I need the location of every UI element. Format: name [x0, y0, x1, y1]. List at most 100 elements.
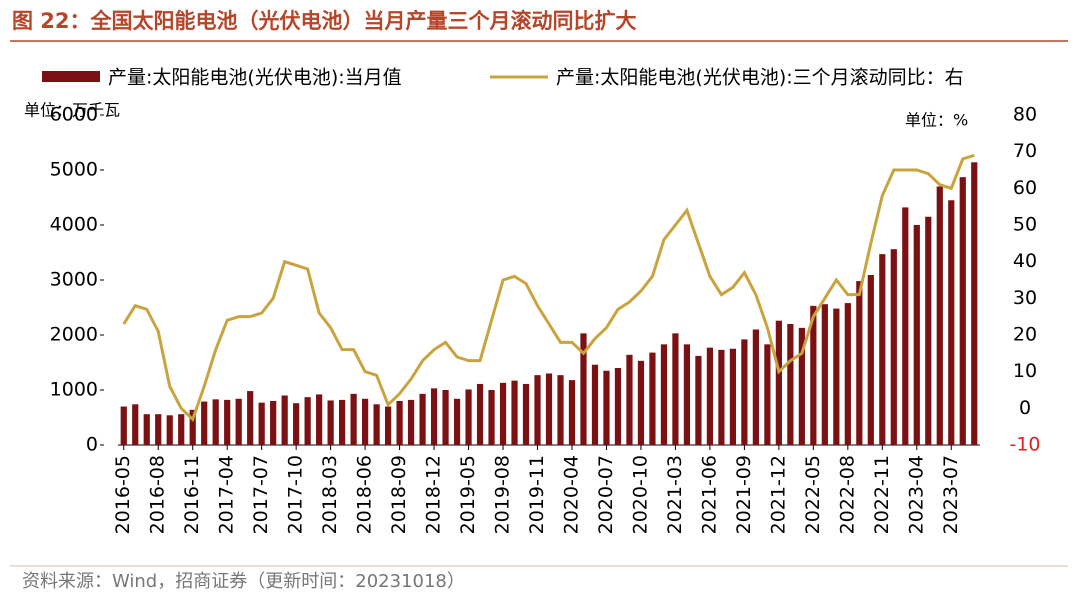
bar	[925, 216, 932, 445]
bar	[476, 383, 484, 445]
y2-tick-label: 30	[1013, 287, 1037, 309]
bar	[247, 391, 254, 445]
y-tick-label: 5000	[50, 159, 98, 181]
bar	[534, 375, 541, 445]
bar	[545, 373, 553, 445]
y2-axis-label: 单位：%	[905, 111, 968, 130]
bar	[362, 398, 369, 445]
bar	[856, 281, 863, 445]
bar	[890, 249, 897, 445]
bar	[660, 344, 668, 445]
bar	[844, 303, 851, 445]
bar	[166, 415, 173, 445]
bar	[143, 414, 150, 445]
x-tick-label: 2020-10	[629, 455, 651, 534]
x-tick-label: 2018-03	[319, 455, 341, 534]
bar	[683, 344, 691, 445]
bar	[879, 254, 886, 445]
bar	[959, 177, 966, 445]
bar	[718, 349, 725, 445]
x-tick-label: 2021-12	[767, 455, 789, 534]
bar	[580, 333, 587, 445]
y2-tick-label: 40	[1013, 250, 1037, 272]
legend-swatch	[42, 71, 100, 82]
y2-tick-label: 50	[1013, 214, 1037, 236]
x-tick-label: 2019-08	[492, 455, 514, 534]
chart-title: 图 22：全国太阳能电池（光伏电池）当月产量三个月滚动同比扩大	[12, 9, 637, 33]
bar	[764, 344, 771, 445]
x-tick-label: 2018-12	[423, 455, 445, 534]
bar	[201, 401, 208, 445]
bar	[212, 399, 219, 445]
bar	[798, 327, 805, 445]
bar	[626, 354, 633, 445]
bar	[637, 360, 645, 445]
bar	[384, 406, 392, 445]
y2-tick-label: -10	[1009, 434, 1040, 456]
bar	[407, 399, 415, 445]
bar	[442, 390, 449, 445]
bar	[396, 401, 403, 445]
line	[122, 153, 975, 423]
bar	[465, 389, 472, 445]
bar	[902, 207, 909, 445]
y-tick-label: 2000	[50, 324, 98, 346]
bar	[948, 200, 955, 445]
x-tick-label: 2017-04	[216, 455, 238, 534]
x-tick-label: 2017-07	[250, 455, 272, 534]
bar	[695, 355, 702, 445]
y2-tick-label: 80	[1013, 104, 1037, 126]
bar	[327, 400, 334, 445]
bar	[453, 398, 461, 445]
bar	[155, 414, 162, 445]
x-tick-label: 2016-11	[181, 455, 203, 534]
bar	[316, 394, 323, 445]
bar	[591, 364, 599, 445]
x-tick-label: 2018-06	[354, 455, 376, 534]
bar	[752, 329, 759, 445]
bar	[833, 308, 840, 445]
x-tick-label: 2017-10	[285, 455, 307, 534]
y-tick-label: 1000	[50, 379, 98, 401]
bar	[672, 333, 679, 445]
x-tick-label: 2022-11	[871, 455, 893, 534]
y-tick-label: 3000	[50, 269, 98, 291]
bar	[304, 397, 311, 445]
x-tick-label: 2016-05	[112, 455, 134, 534]
y-tick-label: 6000	[50, 104, 98, 126]
y-tick-label: 4000	[50, 214, 98, 236]
y2-tick-label: 20	[1013, 324, 1037, 346]
y-tick-label: 0	[86, 434, 98, 456]
bar	[373, 404, 380, 445]
x-tick-label: 2019-05	[457, 455, 479, 534]
bar	[971, 162, 978, 446]
x-tick-label: 2018-09	[388, 455, 410, 534]
y2-tick-label: 60	[1013, 177, 1037, 199]
bar	[810, 305, 817, 445]
y-axis-label: 单位：万千瓦	[24, 101, 120, 120]
bar	[189, 409, 196, 445]
legend-label: 产量:太阳能电池(光伏电池):当月值	[108, 67, 402, 89]
bar	[603, 370, 610, 445]
bar	[224, 399, 231, 445]
bar	[568, 380, 576, 445]
bar	[557, 375, 564, 445]
bar	[649, 352, 656, 445]
bar	[281, 395, 288, 445]
bar	[350, 393, 357, 445]
x-tick-label: 2022-08	[836, 455, 858, 534]
x-tick-label: 2020-07	[595, 455, 617, 534]
bar	[867, 275, 874, 445]
bar	[741, 339, 748, 445]
bar	[488, 390, 495, 445]
x-tick-label: 2016-08	[147, 455, 169, 534]
bar	[178, 414, 185, 445]
x-tick-label: 2023-04	[905, 455, 927, 534]
bar	[614, 368, 622, 445]
bar	[258, 402, 265, 445]
y2-tick-label: 10	[1013, 360, 1037, 382]
source: 资料来源：Wind，招商证券（更新时间：20231018）	[22, 571, 465, 592]
bar	[293, 403, 300, 445]
